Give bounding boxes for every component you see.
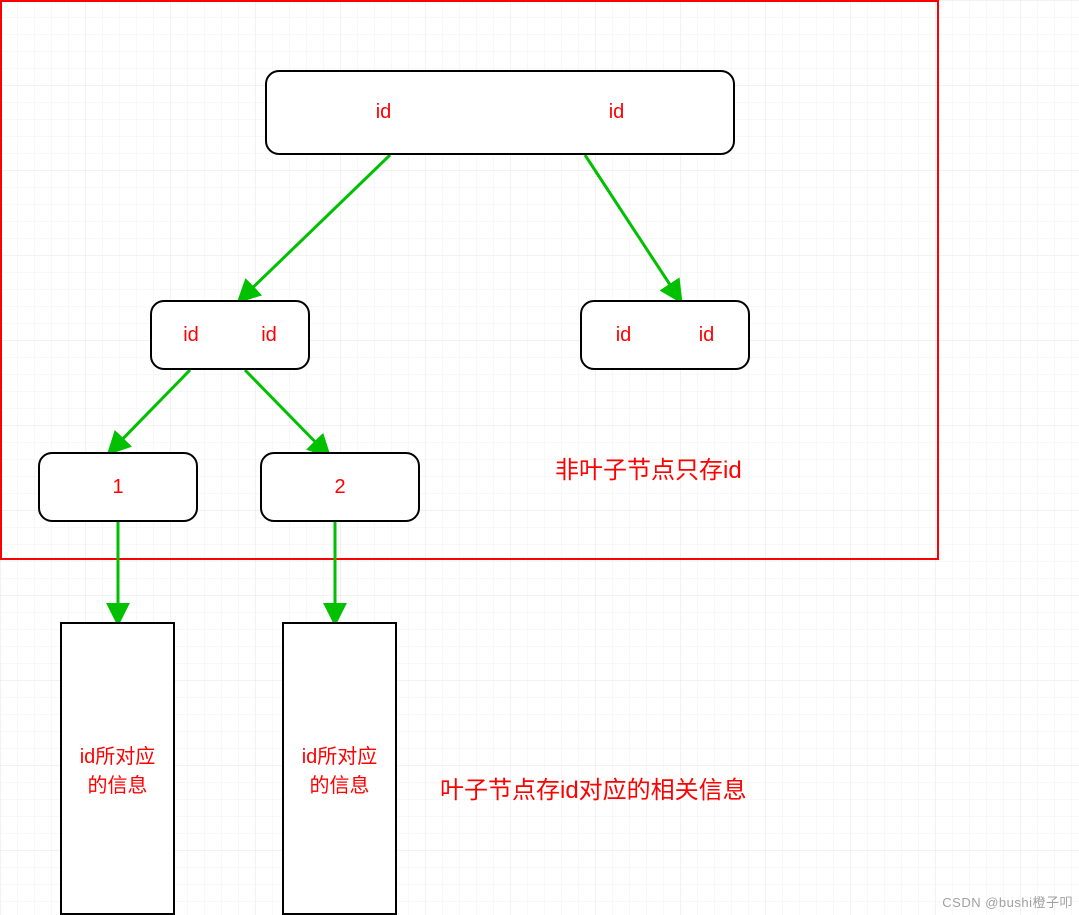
node-leaf-1: 1 — [38, 452, 198, 522]
node-leaf-2: 2 — [260, 452, 420, 522]
node-mid-right-label-0: id — [582, 324, 665, 347]
caption-nonleaf: 非叶子节点只存id — [555, 450, 742, 485]
node-data-2-text: id所对应的信息 — [292, 740, 387, 798]
node-root-label-1: id — [500, 101, 733, 124]
node-mid-right: id id — [580, 300, 750, 370]
node-data-1-text: id所对应的信息 — [70, 740, 165, 798]
node-root-label-0: id — [267, 101, 500, 124]
node-mid-left-label-0: id — [152, 324, 230, 347]
diagram-canvas: id id id id id id 1 2 id所对应的信息 id所对应的信息 … — [0, 0, 1079, 915]
node-leaf-1-label: 1 — [40, 476, 196, 499]
node-mid-left-label-1: id — [230, 324, 308, 347]
node-leaf-2-label: 2 — [262, 476, 418, 499]
node-data-1: id所对应的信息 — [60, 622, 175, 915]
watermark-text: CSDN @bushi橙子叩 — [942, 892, 1073, 911]
node-mid-left: id id — [150, 300, 310, 370]
caption-leaf: 叶子节点存id对应的相关信息 — [440, 770, 747, 805]
node-root: id id — [265, 70, 735, 155]
node-data-2: id所对应的信息 — [282, 622, 397, 915]
node-mid-right-label-1: id — [665, 324, 748, 347]
